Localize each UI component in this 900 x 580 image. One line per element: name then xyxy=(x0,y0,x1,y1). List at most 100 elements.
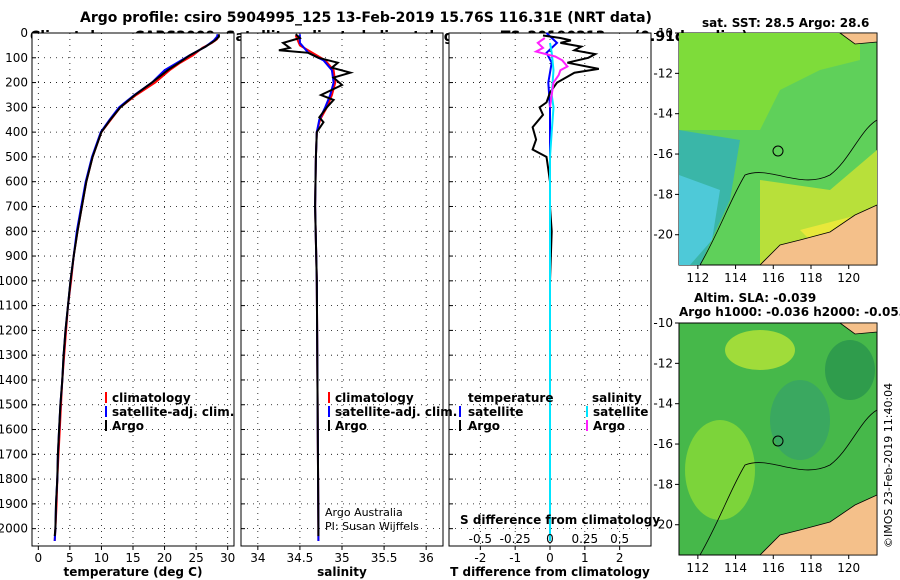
legend-sal-satellite-label: satellite-adj. clim. xyxy=(335,405,457,419)
legend-sal-satellite-swatch xyxy=(328,406,330,417)
legend-diff-temperature: temperature xyxy=(468,391,553,405)
s-difference-tick-label: -0.25 xyxy=(500,532,531,546)
depth-tick-label: 1400 xyxy=(0,373,28,387)
x-tick-label: 34 xyxy=(250,551,265,565)
temperature-legend: climatology satellite-adj. clim. Argo xyxy=(105,391,234,433)
legend-diff-s-satellite-swatch xyxy=(586,406,588,417)
map-lon-label: 120 xyxy=(837,271,860,285)
credits: Argo Australia PI: Susan Wijffels xyxy=(325,506,419,533)
depth-tick-label: 400 xyxy=(5,125,28,139)
depth-tick-label: 800 xyxy=(5,224,28,238)
map-lat-label: -10 xyxy=(653,316,673,330)
sla-map: Altim. SLA: -0.039 Argo h1000: -0.036 h2… xyxy=(653,291,900,575)
s-difference-tick-label: 0 xyxy=(546,532,554,546)
sla-title-line-1: Altim. SLA: -0.039 xyxy=(694,291,816,305)
legend-satellite-swatch xyxy=(105,406,107,417)
x-tick-label: 10 xyxy=(94,551,109,565)
sst-map-title: sat. SST: 28.5 Argo: 28.6 xyxy=(702,16,869,30)
x-tick-label: 34.5 xyxy=(287,551,314,565)
x-tick-label: 0 xyxy=(34,551,42,565)
x-tick-label: 5 xyxy=(66,551,74,565)
map-lon-label: 112 xyxy=(686,271,709,285)
legend-argo-label: Argo xyxy=(112,419,144,433)
x-tick-label: 25 xyxy=(188,551,203,565)
map-lon-label: 112 xyxy=(686,561,709,575)
s-difference-axis: S difference from climatology -0.5 -0.25 0… xyxy=(460,513,660,546)
sla-low-patch-2 xyxy=(825,340,875,400)
depth-tick-label: 1300 xyxy=(0,348,28,362)
panel-frame xyxy=(240,32,444,547)
legend-diff-t-satellite: satellite xyxy=(468,405,523,419)
difference-legend: temperature satellite Argo temperature s… xyxy=(459,391,648,433)
map-lon-label: 120 xyxy=(837,561,860,575)
x-tick-label: 35 xyxy=(334,551,349,565)
series-line-argo xyxy=(278,33,355,537)
sla-argo-float-marker xyxy=(772,435,784,447)
legend-diff-s-satellite: satellite xyxy=(593,405,648,419)
map-lat-label: -14 xyxy=(653,397,673,411)
depth-tick-label: 1900 xyxy=(0,497,28,511)
depth-tick-label: 0 xyxy=(20,26,28,40)
map-lon-label: 114 xyxy=(724,271,747,285)
sla-high-patch xyxy=(725,330,795,370)
series-line-argo xyxy=(53,34,220,537)
sst-coastal-warm xyxy=(760,150,877,265)
series-line-salinity-argo xyxy=(533,37,569,108)
x-tick-label: 2 xyxy=(616,551,624,565)
x-axis-label: temperature (deg C) xyxy=(64,565,203,579)
sla-low-patch xyxy=(770,380,830,460)
map-lat-label: -12 xyxy=(653,356,673,370)
sla-land-mass xyxy=(759,494,878,556)
x-tick-label: 15 xyxy=(125,551,140,565)
sla-title-line-2: Argo h1000: -0.036 h2000: -0.053 xyxy=(679,305,900,319)
depth-tick-label: 200 xyxy=(5,76,28,90)
sst-cool-patch-2 xyxy=(679,175,720,265)
legend-satellite-label: satellite-adj. clim. xyxy=(112,405,234,419)
map-lat-label: -12 xyxy=(653,66,673,80)
legend-sal-climatology-label: climatology xyxy=(335,391,414,405)
credit-line-1: Argo Australia xyxy=(325,506,403,519)
map-lat-label: -18 xyxy=(653,187,673,201)
depth-tick-label: 700 xyxy=(5,199,28,213)
x-axis-label: salinity xyxy=(317,565,367,579)
map-lon-label: 118 xyxy=(800,271,823,285)
argo-float-marker xyxy=(772,145,784,157)
map-lat-label: -20 xyxy=(653,518,673,532)
map-lon-label: 116 xyxy=(762,271,785,285)
legend-diff-t-argo-swatch xyxy=(459,420,461,431)
depth-tick-label: 900 xyxy=(5,249,28,263)
panel-frame xyxy=(31,32,235,547)
difference-panel: -2 -1 0 1 2T difference from climatology xyxy=(448,32,652,579)
depth-tick-label: 100 xyxy=(5,51,28,65)
map-lat-label: -16 xyxy=(653,147,673,161)
x-tick-label: -2 xyxy=(474,551,486,565)
credit-line-2: PI: Susan Wijffels xyxy=(325,520,419,533)
depth-tick-label: 1700 xyxy=(0,447,28,461)
depth-tick-label: 1800 xyxy=(0,472,28,486)
map-lat-label: -10 xyxy=(653,26,673,40)
x-tick-label: 20 xyxy=(157,551,172,565)
x-axis-label: T difference from climatology xyxy=(450,565,650,579)
land-north xyxy=(838,32,878,45)
legend-diff-t-satellite-swatch xyxy=(459,406,461,417)
sla-map-ticks: -10 -12 -14 -16 -18 -20 112 114 116 118 120 xyxy=(653,316,860,575)
x-tick-label: -1 xyxy=(509,551,521,565)
map-lat-label: -14 xyxy=(653,107,673,121)
depth-tick-label: 1200 xyxy=(0,323,28,337)
depth-tick-label: 300 xyxy=(5,100,28,114)
salinity-legend: climatology satellite-adj. clim. Argo xyxy=(328,391,457,433)
map-lon-label: 116 xyxy=(762,561,785,575)
sst-map-ticks: -10 -12 -14 -16 -18 -20 112 114 116 118 120 xyxy=(653,26,860,285)
map-lat-label: -20 xyxy=(653,228,673,242)
sla-high-patch-2 xyxy=(685,420,755,520)
s-difference-title: S difference from climatology xyxy=(460,513,660,527)
land-mass xyxy=(759,204,878,266)
imos-stamp: ©IMOS 23-Feb-2019 11:40:04 xyxy=(882,383,895,548)
depth-tick-label: 1500 xyxy=(0,398,28,412)
s-difference-ticks: -0.5 -0.25 0 0.25 0.5 xyxy=(469,532,630,546)
depth-axis: 0 100 200 300 400 500 600 700 800 900 1000 1100 1200… xyxy=(0,26,28,536)
map-lon-label: 114 xyxy=(724,561,747,575)
sst-map: sat. SST: 28.5 Argo: 28.6 -10-12-14-16-1… xyxy=(653,16,878,285)
legend-argo-swatch xyxy=(105,420,107,431)
